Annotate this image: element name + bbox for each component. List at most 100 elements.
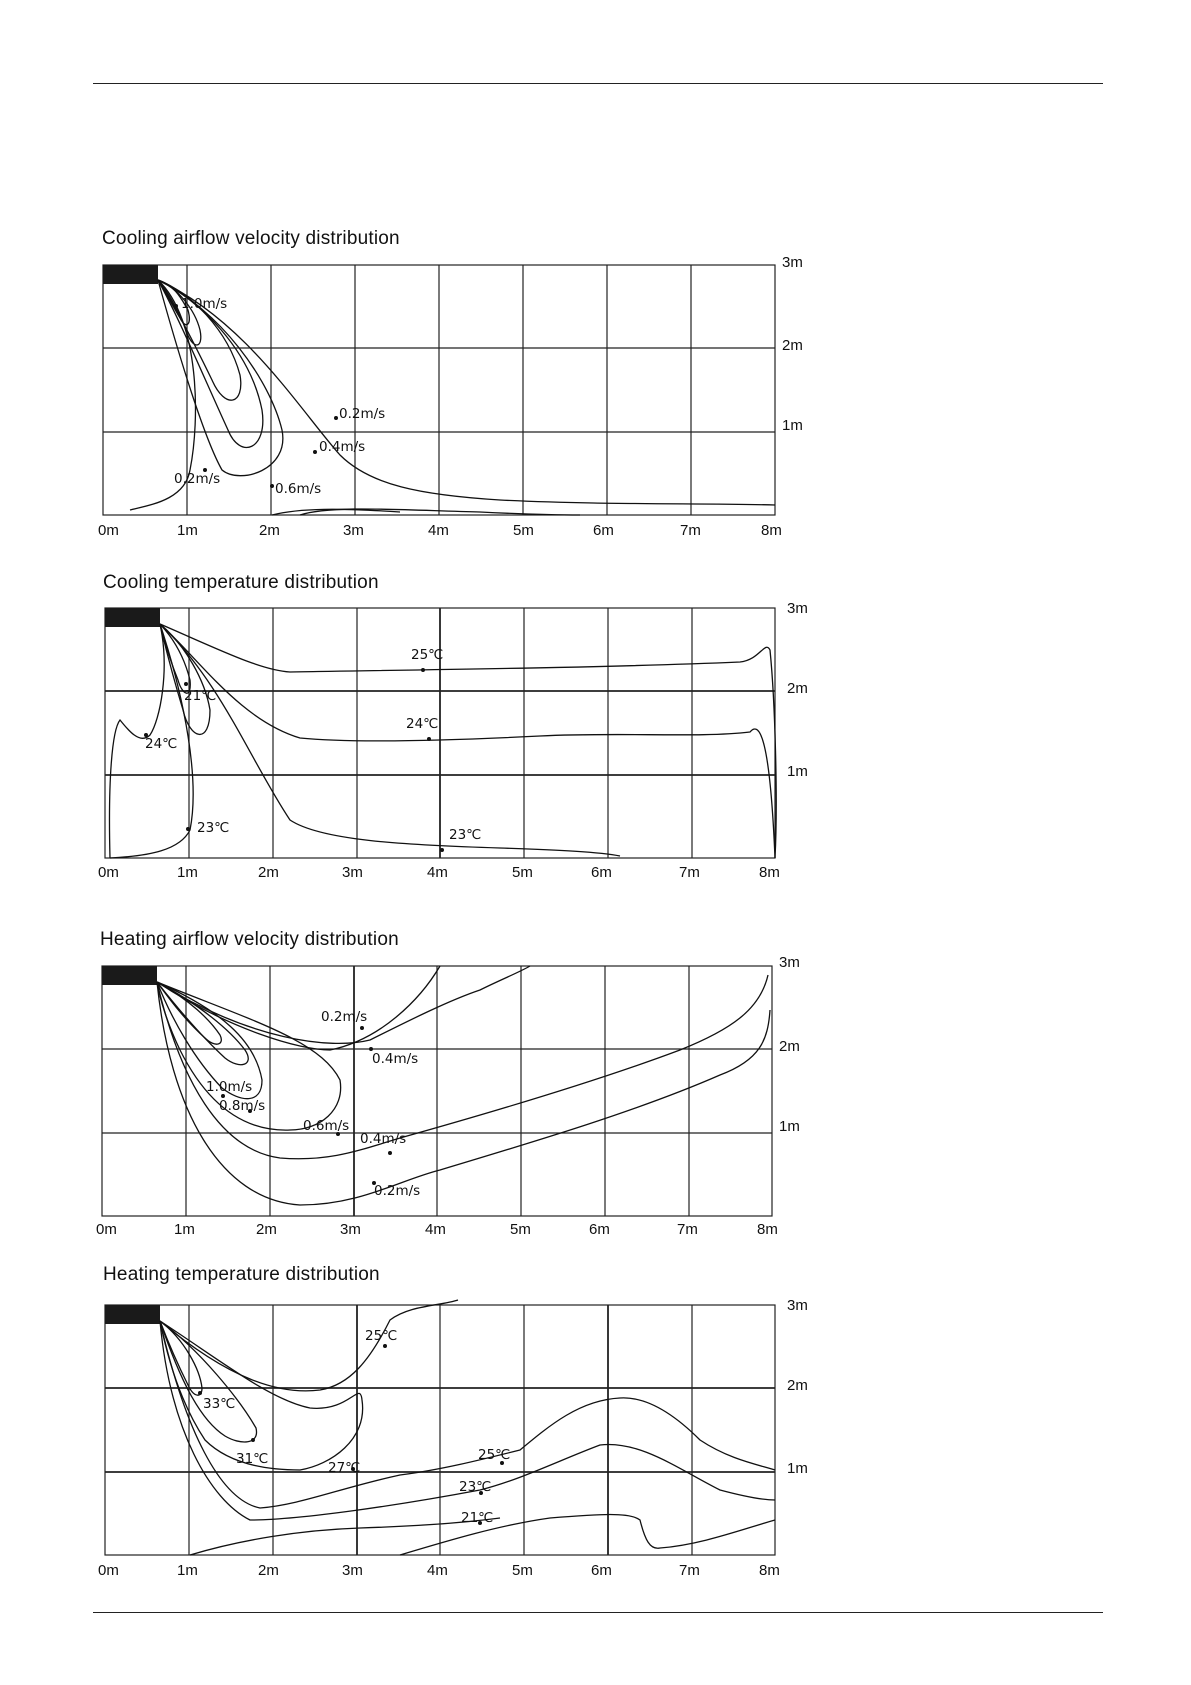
y-tick: 2m bbox=[779, 1038, 800, 1055]
panel-title: Heating temperature distribution bbox=[103, 1264, 380, 1285]
label-dots bbox=[221, 1026, 392, 1185]
x-axis-ticks: 0m 1m 2m 3m 4m 5m 6m 7m 8m bbox=[98, 522, 782, 539]
cooling-temperature-diagram: 25℃ 21℃ 24℃ 24℃ 23℃ 23℃ 0m 1m 2m 3m 4m 5… bbox=[98, 600, 808, 881]
panel-heating-velocity: Heating airflow velocity distribution bbox=[96, 929, 800, 1238]
y-axis-ticks: 3m 2m 1m bbox=[787, 600, 808, 780]
x-tick: 6m bbox=[591, 864, 612, 881]
x-tick: 2m bbox=[256, 1221, 277, 1238]
x-tick: 6m bbox=[589, 1221, 610, 1238]
x-axis-ticks: 0m 1m 2m 3m 4m 5m 6m 7m 8m bbox=[98, 1562, 780, 1579]
label-25c: 25℃ bbox=[411, 647, 443, 663]
x-tick: 6m bbox=[591, 1562, 612, 1579]
x-tick: 2m bbox=[259, 522, 280, 539]
x-tick: 1m bbox=[177, 1562, 198, 1579]
grid bbox=[104, 1304, 776, 1556]
label-0-2ms-upper: 0.2m/s bbox=[339, 406, 385, 422]
y-tick: 3m bbox=[787, 1297, 808, 1314]
x-tick: 3m bbox=[342, 864, 363, 881]
indoor-unit bbox=[102, 966, 157, 985]
label-1-0ms: 1.0m/s bbox=[181, 296, 227, 312]
y-tick: 1m bbox=[779, 1118, 800, 1135]
x-tick: 4m bbox=[428, 522, 449, 539]
panel-cooling-velocity: Cooling airflow velocity distribution bbox=[0, 0, 1191, 560]
y-tick: 3m bbox=[782, 254, 803, 271]
label-21c: 21℃ bbox=[184, 688, 216, 704]
label-0-4ms: 0.4m/s bbox=[319, 439, 365, 455]
y-axis-ticks: 3m 2m 1m bbox=[782, 254, 803, 434]
x-tick: 4m bbox=[427, 1562, 448, 1579]
grid bbox=[101, 965, 773, 1217]
x-tick: 0m bbox=[98, 864, 119, 881]
value-labels: 25℃ 21℃ 24℃ 24℃ 23℃ 23℃ bbox=[145, 647, 481, 843]
x-axis-ticks: 0m 1m 2m 3m 4m 5m 6m 7m 8m bbox=[96, 1221, 778, 1238]
x-tick: 3m bbox=[342, 1562, 363, 1579]
label-27c: 27℃ bbox=[328, 1460, 360, 1476]
x-tick: 8m bbox=[761, 522, 782, 539]
y-axis-ticks: 3m 2m 1m bbox=[779, 954, 800, 1135]
x-tick: 0m bbox=[98, 1562, 119, 1579]
panel-title: Heating airflow velocity distribution bbox=[100, 929, 399, 950]
y-tick: 2m bbox=[787, 680, 808, 697]
label-33c: 33℃ bbox=[203, 1396, 235, 1412]
footer-rule bbox=[93, 1612, 1103, 1613]
x-tick: 4m bbox=[425, 1221, 446, 1238]
y-tick: 2m bbox=[787, 1377, 808, 1394]
label-25c-upper: 25℃ bbox=[365, 1328, 397, 1344]
label-0-4ms-upper: 0.4m/s bbox=[372, 1051, 418, 1067]
x-tick: 3m bbox=[343, 522, 364, 539]
heating-velocity-diagram: 0.2m/s 0.4m/s 1.0m/s 0.8m/s 0.6m/s 0.4m/… bbox=[96, 954, 800, 1238]
panel-title: Cooling temperature distribution bbox=[103, 572, 379, 593]
x-tick: 0m bbox=[98, 522, 119, 539]
label-0-2ms-lower: 0.2m/s bbox=[174, 471, 220, 487]
x-tick: 4m bbox=[427, 864, 448, 881]
y-tick: 3m bbox=[787, 600, 808, 617]
y-tick: 1m bbox=[787, 763, 808, 780]
label-0-2ms-lower: 0.2m/s bbox=[374, 1183, 420, 1199]
contour-lines bbox=[129, 279, 776, 516]
panel-title: Cooling airflow velocity distribution bbox=[102, 228, 400, 249]
label-1-0ms: 1.0m/s bbox=[206, 1079, 252, 1095]
x-axis-ticks: 0m 1m 2m 3m 4m 5m 6m 7m 8m bbox=[98, 864, 780, 881]
x-tick: 5m bbox=[512, 1562, 533, 1579]
x-tick: 5m bbox=[510, 1221, 531, 1238]
value-labels: 1.0m/s 0.2m/s 0.4m/s 0.2m/s 0.6m/s bbox=[174, 296, 385, 497]
x-tick: 2m bbox=[258, 864, 279, 881]
label-dots bbox=[198, 1344, 504, 1525]
x-tick: 7m bbox=[679, 1562, 700, 1579]
grid bbox=[102, 264, 776, 516]
y-tick: 3m bbox=[779, 954, 800, 971]
heating-temperature-diagram: 25℃ 33℃ 31℃ 27℃ 25℃ 23℃ 21℃ 0m 1m 2m 3m … bbox=[98, 1297, 808, 1579]
label-21c: 21℃ bbox=[461, 1510, 493, 1526]
panel-heating-temperature: Heating temperature distribution bbox=[98, 1264, 808, 1579]
x-tick: 0m bbox=[96, 1221, 117, 1238]
label-0-6ms: 0.6m/s bbox=[275, 481, 321, 497]
cooling-velocity-diagram: 1.0m/s 0.2m/s 0.4m/s 0.2m/s 0.6m/s 0m 1m… bbox=[98, 254, 803, 539]
label-24c-mid: 24℃ bbox=[406, 716, 438, 732]
label-0-2ms-upper: 0.2m/s bbox=[321, 1009, 367, 1025]
value-labels: 25℃ 33℃ 31℃ 27℃ 25℃ 23℃ 21℃ bbox=[203, 1328, 510, 1526]
value-labels: 0.2m/s 0.4m/s 1.0m/s 0.8m/s 0.6m/s 0.4m/… bbox=[206, 1009, 420, 1199]
indoor-unit bbox=[105, 608, 160, 627]
label-0-8ms: 0.8m/s bbox=[219, 1098, 265, 1114]
x-tick: 1m bbox=[177, 522, 198, 539]
label-23c-left: 23℃ bbox=[197, 820, 229, 836]
x-tick: 1m bbox=[177, 864, 198, 881]
x-tick: 6m bbox=[593, 522, 614, 539]
label-31c: 31℃ bbox=[236, 1451, 268, 1467]
label-0-4ms-lower: 0.4m/s bbox=[360, 1131, 406, 1147]
x-tick: 8m bbox=[759, 864, 780, 881]
x-tick: 2m bbox=[258, 1562, 279, 1579]
contour-lines bbox=[156, 965, 771, 1206]
label-23c: 23℃ bbox=[459, 1479, 491, 1495]
label-dots bbox=[144, 668, 444, 852]
label-23c-mid: 23℃ bbox=[449, 827, 481, 843]
label-0-6ms: 0.6m/s bbox=[303, 1118, 349, 1134]
panel-cooling-temperature: Cooling temperature distribution 25℃ bbox=[98, 572, 808, 881]
y-tick: 2m bbox=[782, 337, 803, 354]
x-tick: 8m bbox=[759, 1562, 780, 1579]
y-tick: 1m bbox=[782, 417, 803, 434]
x-tick: 7m bbox=[679, 864, 700, 881]
indoor-unit bbox=[105, 1305, 160, 1324]
x-tick: 1m bbox=[174, 1221, 195, 1238]
x-tick: 7m bbox=[680, 522, 701, 539]
